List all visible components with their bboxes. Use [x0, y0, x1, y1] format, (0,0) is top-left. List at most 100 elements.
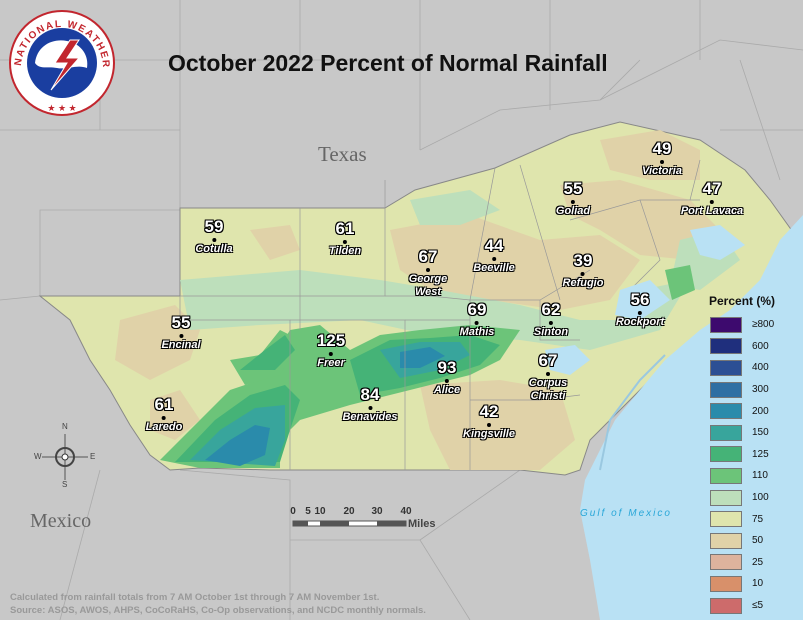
station-value: 49	[652, 139, 672, 158]
scale-tick: 0	[290, 506, 296, 517]
station-value: 61	[335, 219, 355, 238]
legend-swatch	[710, 446, 742, 463]
legend-swatch	[710, 489, 742, 506]
nws-logo-icon: NATIONAL WEATHER SERVICE ★ ★ ★	[7, 8, 115, 116]
station-encinal: 55 Encinal	[161, 314, 200, 352]
scale-tick: 5	[305, 506, 311, 517]
compass-icon	[42, 434, 88, 480]
legend-label: 600	[752, 340, 769, 352]
legend-label: 400	[752, 362, 769, 374]
legend-item: ≥800	[705, 314, 803, 336]
station-name: Alice	[433, 384, 461, 396]
station-corpus-christi: 67 Corpus Christi	[526, 352, 570, 403]
legend-title: Percent (%)	[709, 294, 776, 308]
legend-swatch	[710, 597, 742, 614]
station-name: George West	[408, 273, 448, 298]
legend-item: 125	[705, 444, 803, 466]
station-goliad: 55 Goliad	[556, 180, 590, 218]
compass-rose: N S W E	[34, 422, 95, 489]
scale-bar-graphic	[292, 520, 407, 527]
station-value: 39	[573, 251, 593, 270]
legend-swatch	[710, 403, 742, 420]
station-name: Port Lavaca	[680, 205, 744, 217]
station-value: 56	[630, 290, 650, 309]
scale-tick: 30	[371, 506, 383, 517]
station-sinton: 62 Sinton	[534, 301, 568, 339]
legend-swatch	[710, 554, 742, 571]
station-value: 84	[360, 385, 380, 404]
station-cotulla: 59 Cotulla	[195, 218, 232, 256]
station-name: Corpus Christi	[528, 377, 568, 402]
station-value: 55	[563, 179, 583, 198]
scale-tick: 40	[400, 506, 412, 517]
station-freer: 125 Freer	[317, 332, 345, 370]
legend-label: 25	[752, 556, 764, 568]
legend-swatch	[710, 511, 742, 528]
legend-label: 110	[752, 470, 768, 482]
credit-line-1: Calculated from rainfall totals from 7 A…	[10, 592, 380, 603]
station-value: 67	[418, 247, 438, 266]
compass-e: E	[90, 452, 96, 461]
station-name: Rockport	[615, 316, 665, 328]
page-title: October 2022 Percent of Normal Rainfall	[168, 50, 608, 76]
legend-label: 150	[752, 427, 769, 439]
legend-label: 300	[752, 384, 769, 396]
compass-n: N	[62, 422, 68, 431]
station-tilden: 61 Tilden	[329, 220, 361, 258]
station-value: 47	[702, 179, 722, 198]
legend-swatch	[710, 381, 742, 398]
legend-swatch	[710, 532, 742, 549]
station-name: Refugio	[562, 277, 604, 289]
mexico-label: Mexico	[30, 510, 92, 532]
station-value: 62	[541, 300, 561, 319]
station-name: Encinal	[161, 339, 201, 351]
station-benavides: 84 Benavides	[342, 386, 397, 424]
legend-swatch	[710, 338, 742, 355]
station-name: Tilden	[328, 245, 362, 257]
station-value: 44	[484, 236, 504, 255]
legend-label: ≤5	[752, 600, 764, 612]
study-region	[38, 121, 796, 476]
station-name: Cotulla	[195, 243, 233, 255]
legend-label: 75	[752, 513, 764, 525]
station-kingsville: 42 Kingsville	[463, 403, 515, 441]
station-refugio: 39 Refugio	[563, 252, 604, 290]
legend-item: 200	[705, 400, 803, 422]
legend: Percent (%) ≥800 600 400 300 200 150 125 110 100…	[705, 294, 803, 616]
legend-item: 100	[705, 487, 803, 509]
station-name: Beeville	[473, 262, 515, 274]
legend-label: 125	[752, 448, 769, 460]
station-value: 93	[437, 358, 457, 377]
station-name: Laredo	[145, 421, 183, 433]
legend-item: 150	[705, 422, 803, 444]
legend-swatch	[710, 575, 742, 592]
station-beeville: 44 Beeville	[473, 237, 515, 275]
legend-item: 50	[705, 530, 803, 552]
station-value: 42	[479, 402, 499, 421]
legend-item: 25	[705, 552, 803, 574]
station-name: Mathis	[459, 326, 495, 338]
station-name: Sinton	[533, 326, 569, 338]
station-alice: 93 Alice	[434, 359, 460, 397]
gulf-label: Gulf of Mexico	[580, 508, 672, 519]
station-value: 61	[154, 395, 174, 414]
legend-item: 300	[705, 379, 803, 401]
legend-swatch	[710, 424, 742, 441]
legend-item: ≤5	[705, 595, 803, 617]
station-value: 67	[538, 351, 558, 370]
station-value: 69	[467, 300, 487, 319]
legend-item: 600	[705, 336, 803, 358]
station-value: 59	[204, 217, 224, 236]
station-name: Freer	[317, 357, 345, 369]
legend-label: 100	[752, 492, 769, 504]
station-name: Benavides	[342, 411, 398, 423]
credit-line-2: Source: ASOS, AWOS, AHPS, CoCoRaHS, Co-O…	[10, 605, 426, 616]
legend-label: 50	[752, 535, 764, 547]
scale-tick: 10	[314, 506, 326, 517]
scale-tick: 20	[343, 506, 355, 517]
station-laredo: 61 Laredo	[146, 396, 183, 434]
station-george-west: 67 George West	[408, 248, 448, 299]
station-port-lavaca: 47 Port Lavaca	[681, 180, 743, 218]
